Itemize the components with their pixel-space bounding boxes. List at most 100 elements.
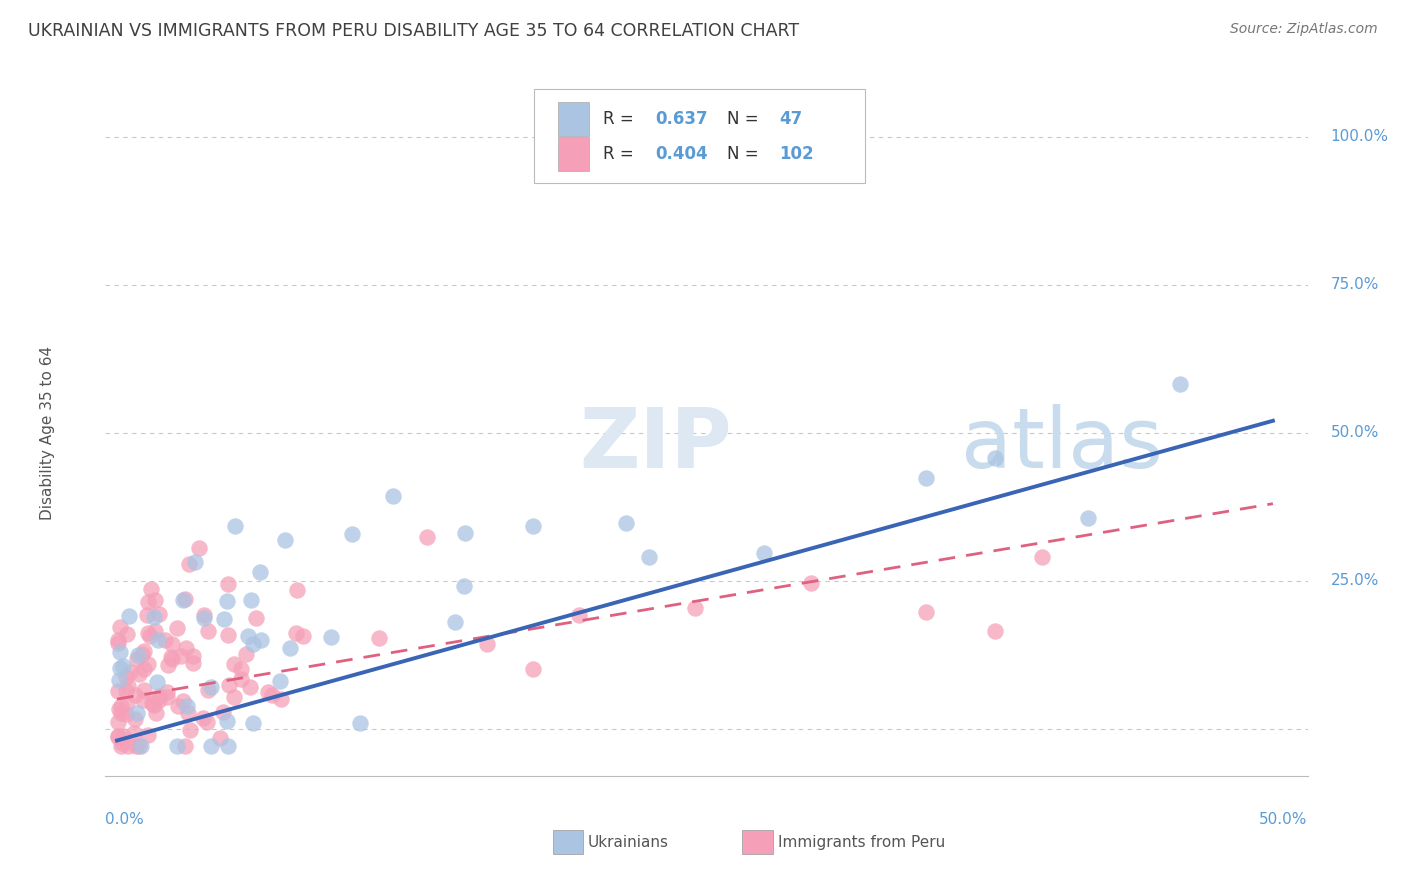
Text: 75.0%: 75.0%: [1330, 277, 1379, 292]
Point: [136, 657, 159, 672]
Point: [139, 629, 162, 643]
Point: [143, 592, 166, 607]
Point: [107, 633, 129, 648]
Point: [134, 662, 156, 676]
Point: [193, 610, 215, 624]
Text: atlas: atlas: [960, 404, 1163, 485]
Point: [156, 685, 179, 699]
Text: UKRAINIAN VS IMMIGRANTS FROM PERU DISABILITY AGE 35 TO 64 CORRELATION CHART: UKRAINIAN VS IMMIGRANTS FROM PERU DISABI…: [28, 22, 799, 40]
Point: [217, 594, 239, 608]
Point: [132, 644, 155, 658]
Point: [245, 610, 267, 624]
Point: [195, 714, 218, 729]
Point: [172, 593, 194, 607]
Point: [166, 621, 188, 635]
Point: [444, 615, 467, 629]
Point: [614, 516, 637, 530]
Point: [273, 533, 295, 547]
Text: ZIP: ZIP: [579, 404, 733, 485]
Point: [453, 579, 475, 593]
Point: [125, 652, 148, 666]
Point: [211, 706, 233, 720]
Point: [278, 640, 301, 655]
Point: [224, 518, 246, 533]
Point: [172, 694, 194, 708]
Point: [117, 679, 139, 693]
Point: [1031, 549, 1053, 564]
Point: [111, 659, 134, 673]
Point: [222, 657, 245, 671]
Point: [127, 648, 149, 662]
Point: [174, 739, 197, 754]
Point: [231, 673, 253, 687]
Text: 0.404: 0.404: [655, 145, 707, 163]
Point: [217, 628, 239, 642]
Point: [174, 640, 197, 655]
Point: [683, 600, 706, 615]
Point: [122, 725, 145, 739]
Point: [110, 739, 132, 754]
Point: [217, 739, 239, 754]
Point: [111, 736, 134, 750]
Point: [107, 730, 129, 744]
Point: [340, 527, 363, 541]
Point: [218, 678, 240, 692]
Point: [754, 546, 776, 560]
Text: 0.0%: 0.0%: [105, 812, 145, 827]
Point: [132, 683, 155, 698]
Point: [107, 729, 129, 743]
Point: [217, 714, 239, 728]
Point: [181, 656, 204, 670]
Point: [124, 712, 146, 726]
Point: [148, 693, 170, 707]
Point: [799, 575, 821, 590]
Point: [160, 637, 183, 651]
Point: [107, 702, 129, 716]
Point: [125, 739, 148, 754]
Point: [454, 526, 477, 541]
Point: [107, 635, 129, 649]
Point: [145, 706, 167, 720]
Point: [142, 698, 165, 712]
Point: [142, 609, 165, 624]
Point: [416, 530, 439, 544]
Point: [118, 665, 141, 680]
Point: [193, 711, 215, 725]
Point: [107, 683, 129, 698]
Point: [638, 550, 661, 565]
Point: [522, 518, 544, 533]
Point: [148, 607, 170, 622]
Point: [382, 489, 405, 503]
Point: [284, 626, 307, 640]
Text: 50.0%: 50.0%: [1330, 425, 1379, 440]
Point: [915, 471, 938, 485]
Point: [108, 645, 131, 659]
Point: [200, 739, 222, 754]
Point: [107, 715, 129, 730]
Point: [173, 592, 195, 607]
Point: [915, 605, 938, 619]
Point: [115, 706, 138, 721]
Point: [128, 667, 150, 681]
Text: Ukrainians: Ukrainians: [588, 836, 669, 850]
Point: [176, 706, 198, 720]
Point: [177, 557, 200, 571]
Text: Disability Age 35 to 64: Disability Age 35 to 64: [41, 345, 55, 520]
Point: [136, 595, 159, 609]
Point: [167, 698, 190, 713]
Point: [176, 699, 198, 714]
Point: [235, 647, 257, 661]
Point: [1077, 511, 1099, 525]
Point: [209, 731, 232, 746]
Point: [262, 688, 284, 702]
Point: [270, 692, 292, 706]
Point: [128, 739, 150, 754]
Text: Immigrants from Peru: Immigrants from Peru: [778, 836, 945, 850]
Point: [117, 739, 139, 754]
Point: [142, 697, 165, 711]
Point: [269, 673, 291, 688]
Point: [132, 693, 155, 707]
Point: [111, 729, 134, 743]
Text: 47: 47: [779, 110, 803, 128]
Point: [108, 673, 131, 688]
